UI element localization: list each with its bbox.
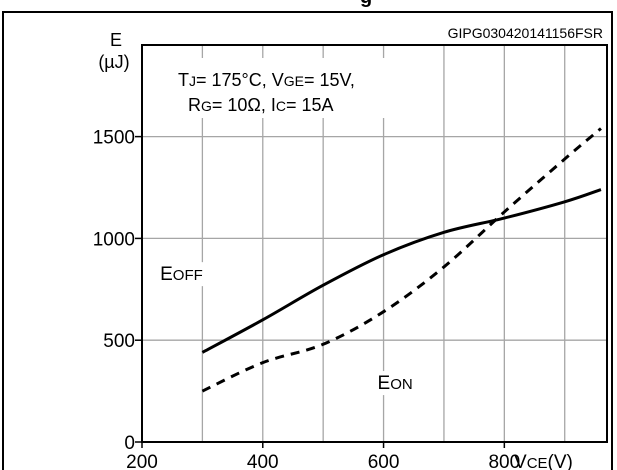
series-line-off (201, 188, 602, 354)
x-axis-label: VCE(V) (514, 452, 573, 470)
y-tick-label: 1500 (93, 128, 135, 149)
conditions-line-1: TJ= 175°C, VGE= 15V, (178, 70, 355, 90)
x-tick-label: 800 (488, 452, 520, 470)
x-tick-label: 400 (247, 452, 279, 470)
x-tick-label: 200 (126, 452, 158, 470)
series-line-on (201, 127, 602, 393)
series-label-bg (156, 262, 219, 287)
y-axis-label: E (110, 30, 122, 50)
chart-title-text: g (360, 0, 372, 8)
conditions-line-2: RG= 10Ω, IC= 15A (188, 95, 334, 115)
x-tick-label: 600 (368, 452, 400, 470)
conditions-box (160, 58, 392, 118)
y-tick-label: 1000 (93, 229, 135, 250)
y-tick-label: 500 (103, 331, 135, 352)
chart-title: g (0, 0, 617, 8)
figure-code-label: GIPG030420141156FSR (448, 25, 603, 41)
series-label-bg (373, 371, 424, 396)
plot-frame (141, 44, 608, 443)
series-label-off: EOFF (160, 264, 203, 285)
figure-border (2, 11, 613, 470)
series-label-on: EON (378, 373, 413, 394)
y-axis-unit: (µJ) (98, 52, 129, 72)
y-tick-label: 0 (124, 433, 135, 454)
code-label-bg (410, 22, 602, 42)
